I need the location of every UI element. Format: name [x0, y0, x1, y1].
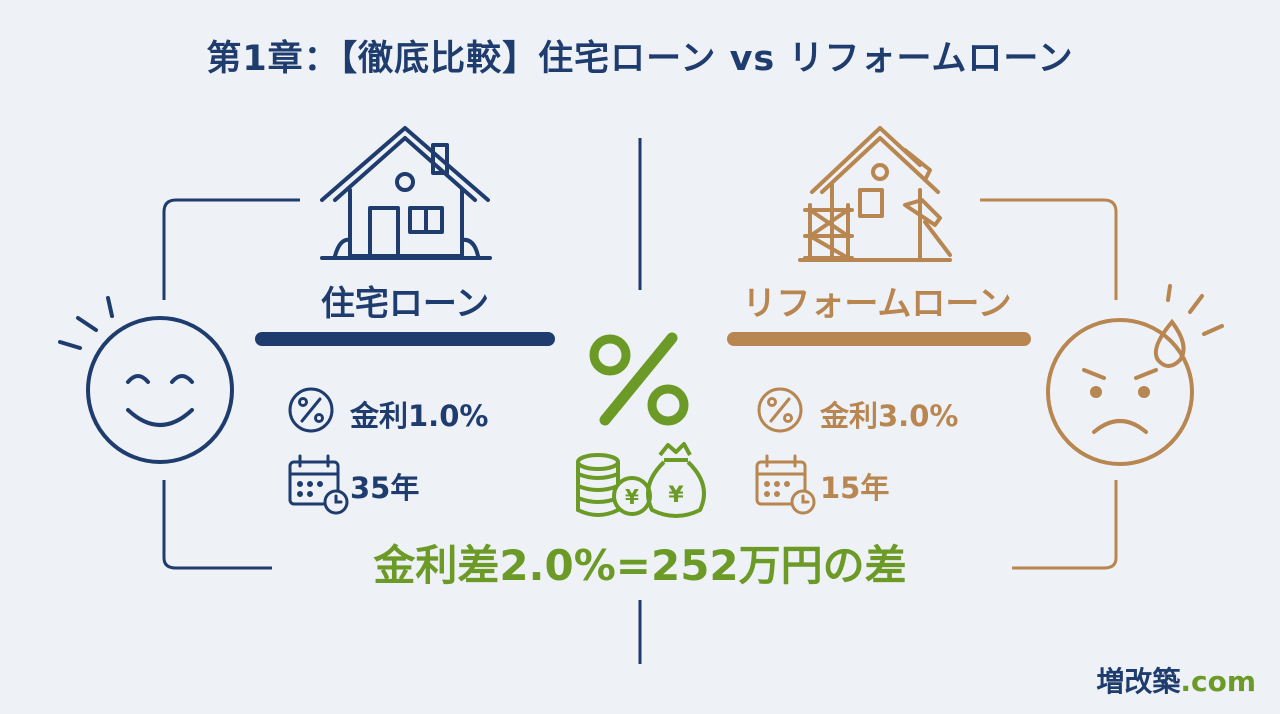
left-loan-title: 住宅ローン: [320, 284, 490, 324]
right-percent-icon: [757, 387, 803, 433]
summary-text: 金利差2.0%=252万円の差: [373, 541, 907, 590]
coins-icon: ¥: [576, 453, 652, 517]
right-term: 15年: [820, 471, 890, 505]
brand-suffix: .com: [1180, 665, 1256, 698]
right-bracket-bottom: [1012, 480, 1118, 570]
right-rate: 金利3.0%: [820, 399, 959, 433]
svg-text:¥: ¥: [668, 483, 684, 508]
money-bag-icon: ¥: [646, 442, 706, 518]
svg-text:¥: ¥: [625, 485, 639, 509]
right-bracket-top: [980, 198, 1118, 300]
page-title: 第1章：【徹底比較】住宅ローン vs リフォームローン: [206, 39, 1074, 79]
right-loan-title: リフォームローン: [742, 284, 1012, 324]
left-rate: 金利1.0%: [350, 399, 489, 433]
worried-face-icon: [1046, 284, 1224, 466]
right-calendar-clock-icon: [755, 454, 816, 515]
smile-face-icon: [58, 296, 234, 464]
renovation-house-icon: [798, 126, 952, 262]
big-percent-icon: [589, 332, 689, 426]
left-bracket-bottom: [162, 480, 272, 570]
left-percent-icon: [288, 387, 334, 433]
left-term: 35年: [350, 471, 420, 505]
brand-logo: 増改築.com: [1096, 660, 1256, 700]
left-calendar-clock-icon: [288, 454, 349, 515]
hammer-icon: [903, 198, 952, 257]
brand-name: 増改築: [1096, 665, 1181, 698]
left-bracket-top: [162, 198, 300, 300]
house-icon: [320, 126, 492, 260]
